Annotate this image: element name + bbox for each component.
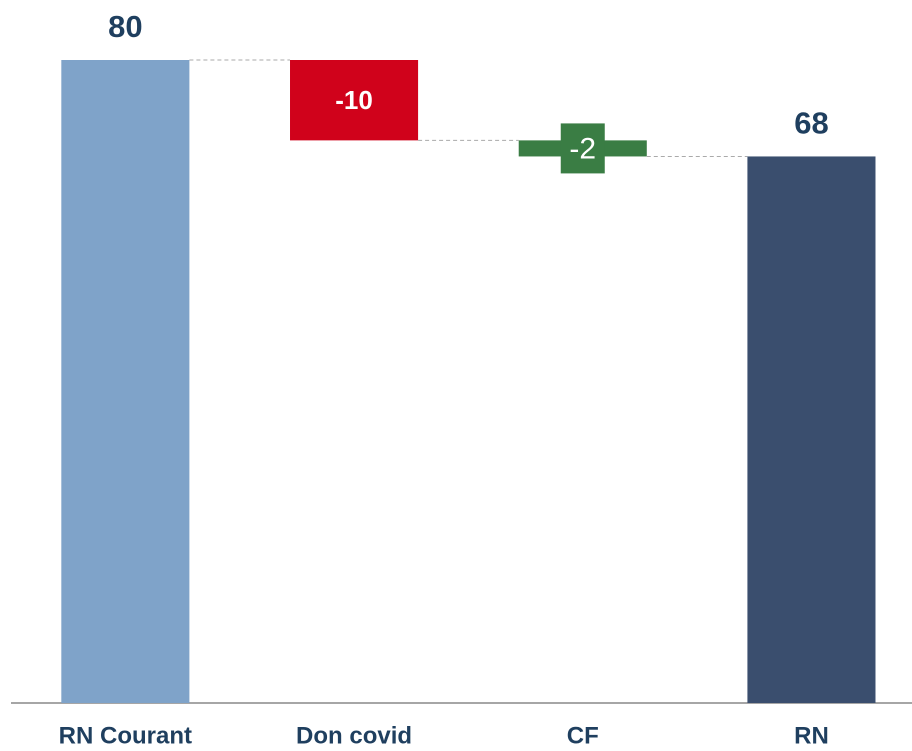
value-label: -10 [335,85,373,115]
value-label: -2 [569,132,596,165]
value-label: 68 [794,106,828,141]
x-tick-label: CF [567,722,599,749]
x-tick-label: Don covid [296,722,412,749]
value-label-box [560,123,605,174]
bar [61,60,190,703]
x-tick-label: RN Courant [59,722,192,749]
x-tick-label: RN [794,722,829,749]
value-label: 80 [108,9,142,44]
bar [290,60,419,141]
bar [747,156,876,703]
